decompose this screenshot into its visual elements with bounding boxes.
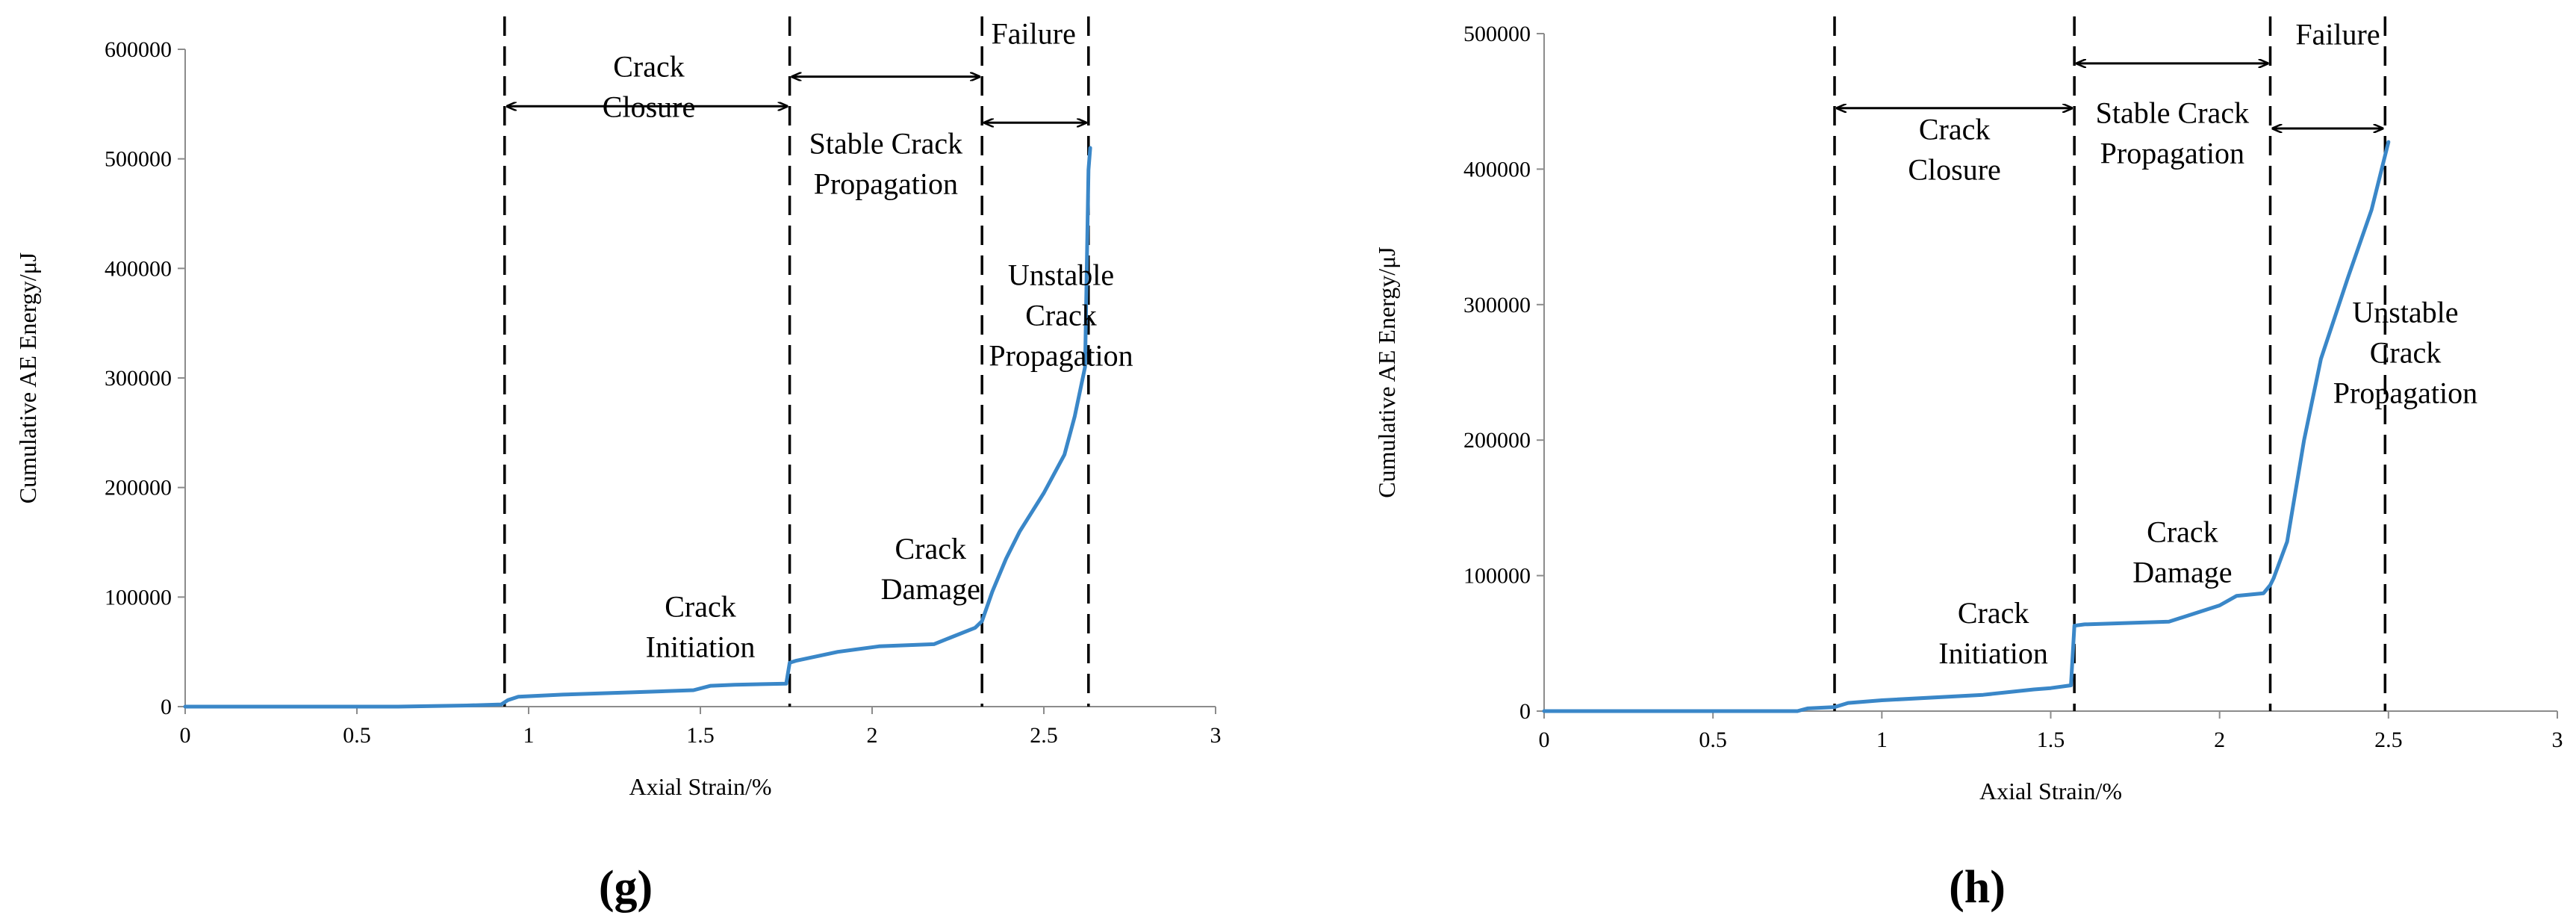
y-tick-label: 300000: [1463, 293, 1531, 317]
y-tick-label: 200000: [105, 476, 172, 500]
phase-annotation: Crack Initiation: [646, 590, 756, 664]
phase-annotation: Crack Damage: [2132, 515, 2232, 589]
x-tick-label: 0: [1539, 728, 1550, 752]
x-axis-title: Axial Strain/%: [1979, 778, 2122, 804]
y-tick-label: 100000: [105, 585, 172, 610]
phase-annotation: Unstable Crack Propagation: [2333, 295, 2477, 409]
phase-annotation: Failure: [2295, 18, 2380, 52]
x-tick-label: 0.5: [1699, 728, 1727, 752]
y-tick-label: 500000: [1463, 22, 1531, 46]
y-tick-label: 300000: [105, 366, 172, 391]
x-tick-label: 1.5: [2037, 728, 2065, 752]
panel-label: (g): [599, 862, 653, 913]
y-tick-label: 500000: [105, 147, 172, 172]
y-tick-label: 100000: [1463, 564, 1531, 589]
y-tick-label: 200000: [1463, 428, 1531, 453]
x-tick-label: 2: [2214, 728, 2225, 752]
phase-annotation: Crack Closure: [1908, 112, 2000, 186]
phase-annotation: Stable Crack Propagation: [809, 126, 963, 200]
ae-energy-line: [183, 146, 1092, 709]
phase-annotation: Crack Damage: [881, 532, 980, 606]
y-tick-label: 400000: [1463, 157, 1531, 182]
x-tick-label: 2: [867, 723, 878, 748]
phase-annotation: Crack Initiation: [1938, 596, 2048, 670]
y-tick-label: 0: [161, 695, 172, 719]
y-axis-title: Cumulative AE Energy/μJ: [1373, 246, 1400, 498]
x-tick-label: 1: [1876, 728, 1888, 752]
x-tick-label: 3: [2552, 728, 2563, 752]
x-tick-label: 2.5: [2374, 728, 2403, 752]
y-axis-title: Cumulative AE Energy/μJ: [14, 252, 41, 504]
y-tick-label: 0: [1519, 699, 1531, 724]
ae-energy-line: [1542, 140, 2391, 713]
phase-annotation: Crack Closure: [603, 50, 695, 124]
phase-annotation: Unstable Crack Propagation: [989, 258, 1133, 372]
x-tick-label: 2.5: [1030, 723, 1058, 748]
x-axis-title: Axial Strain/%: [629, 773, 771, 800]
x-tick-label: 1: [523, 723, 535, 748]
y-tick-label: 600000: [105, 37, 172, 62]
x-tick-label: 0.5: [343, 723, 371, 748]
phase-annotation: Failure: [992, 17, 1076, 51]
y-tick-label: 400000: [105, 256, 172, 281]
phase-annotation: Stable Crack Propagation: [2096, 96, 2250, 170]
chart-panel-h: 0 100000 200000 300000 400000 500000 0 0.5 1 1.5 2…: [1373, 16, 2563, 913]
panel-label: (h): [1949, 862, 2006, 913]
x-tick-label: 3: [1210, 723, 1222, 748]
x-tick-label: 1.5: [686, 723, 715, 748]
chart-panel-g: 0 100000 200000 300000 400000 500000 600000 0 0.…: [14, 16, 1222, 913]
x-tick-label: 0: [180, 723, 191, 748]
